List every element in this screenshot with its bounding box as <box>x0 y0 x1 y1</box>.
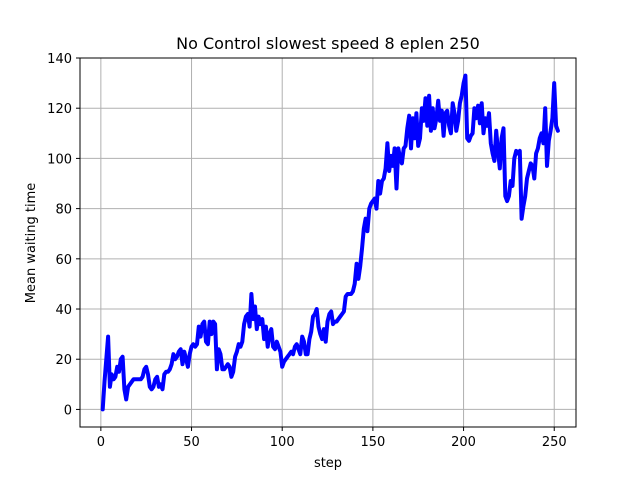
x-tick-label: 150 <box>360 435 385 450</box>
chart-title: No Control slowest speed 8 eplen 250 <box>176 34 480 53</box>
x-tick-label: 100 <box>270 435 295 450</box>
y-tick-label: 20 <box>55 353 72 368</box>
grid-lines <box>80 57 576 427</box>
y-tick-label: 120 <box>47 102 72 117</box>
x-axis-label: step <box>314 456 342 471</box>
y-tick-label: 40 <box>55 303 72 318</box>
series-line <box>100 73 560 412</box>
x-tick-label: 250 <box>542 435 567 450</box>
y-tick-label: 0 <box>64 403 72 418</box>
x-tick-label: 50 <box>183 435 200 450</box>
y-tick-label: 140 <box>47 52 72 67</box>
y-tick-label: 80 <box>55 203 72 218</box>
y-tick-label: 60 <box>55 253 72 268</box>
axis-ticks: 0 50 100 150 200 250 0 20 40 60 80 100 120 140 <box>47 52 566 450</box>
y-tick-label: 100 <box>47 152 72 167</box>
x-tick-label: 200 <box>451 435 476 450</box>
x-tick-label: 0 <box>97 435 105 450</box>
plot-frame <box>79 57 577 428</box>
series-group <box>100 73 560 412</box>
y-axis-label: Mean waiting time <box>24 183 39 303</box>
